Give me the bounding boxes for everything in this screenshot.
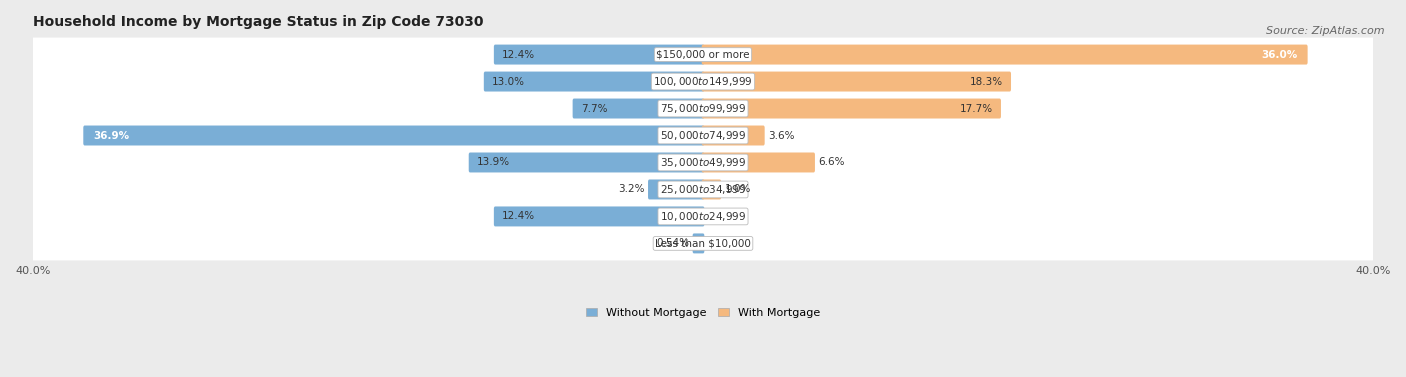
Text: 7.7%: 7.7% bbox=[581, 104, 607, 113]
Text: 18.3%: 18.3% bbox=[970, 77, 1002, 87]
FancyBboxPatch shape bbox=[30, 146, 1376, 179]
Text: $100,000 to $149,999: $100,000 to $149,999 bbox=[654, 75, 752, 88]
Text: 0.54%: 0.54% bbox=[657, 238, 689, 248]
Text: 1.0%: 1.0% bbox=[724, 184, 751, 195]
FancyBboxPatch shape bbox=[702, 98, 1001, 118]
FancyBboxPatch shape bbox=[30, 38, 1376, 72]
Text: $35,000 to $49,999: $35,000 to $49,999 bbox=[659, 156, 747, 169]
Text: $150,000 or more: $150,000 or more bbox=[657, 49, 749, 60]
FancyBboxPatch shape bbox=[30, 92, 1376, 126]
FancyBboxPatch shape bbox=[30, 118, 1376, 153]
FancyBboxPatch shape bbox=[572, 98, 704, 118]
FancyBboxPatch shape bbox=[693, 233, 704, 253]
FancyBboxPatch shape bbox=[702, 153, 815, 172]
FancyBboxPatch shape bbox=[468, 153, 704, 172]
Text: 36.0%: 36.0% bbox=[1261, 49, 1298, 60]
FancyBboxPatch shape bbox=[702, 126, 765, 146]
Text: 3.2%: 3.2% bbox=[617, 184, 644, 195]
FancyBboxPatch shape bbox=[702, 72, 1011, 92]
Text: Household Income by Mortgage Status in Zip Code 73030: Household Income by Mortgage Status in Z… bbox=[32, 15, 484, 29]
Text: $25,000 to $34,999: $25,000 to $34,999 bbox=[659, 183, 747, 196]
FancyBboxPatch shape bbox=[648, 179, 704, 199]
FancyBboxPatch shape bbox=[484, 72, 704, 92]
FancyBboxPatch shape bbox=[702, 44, 1308, 64]
FancyBboxPatch shape bbox=[30, 64, 1376, 98]
Text: 17.7%: 17.7% bbox=[960, 104, 993, 113]
FancyBboxPatch shape bbox=[494, 44, 704, 64]
Text: 13.9%: 13.9% bbox=[477, 158, 510, 167]
FancyBboxPatch shape bbox=[702, 179, 721, 199]
FancyBboxPatch shape bbox=[83, 126, 704, 146]
FancyBboxPatch shape bbox=[30, 227, 1376, 261]
Text: 3.6%: 3.6% bbox=[768, 130, 794, 141]
Text: Source: ZipAtlas.com: Source: ZipAtlas.com bbox=[1267, 26, 1385, 37]
Text: $10,000 to $24,999: $10,000 to $24,999 bbox=[659, 210, 747, 223]
Text: 13.0%: 13.0% bbox=[492, 77, 524, 87]
FancyBboxPatch shape bbox=[494, 207, 704, 227]
Text: 12.4%: 12.4% bbox=[502, 211, 536, 221]
FancyBboxPatch shape bbox=[30, 172, 1376, 207]
Text: 12.4%: 12.4% bbox=[502, 49, 536, 60]
Text: $50,000 to $74,999: $50,000 to $74,999 bbox=[659, 129, 747, 142]
Text: $75,000 to $99,999: $75,000 to $99,999 bbox=[659, 102, 747, 115]
Text: Less than $10,000: Less than $10,000 bbox=[655, 238, 751, 248]
FancyBboxPatch shape bbox=[30, 199, 1376, 233]
Legend: Without Mortgage, With Mortgage: Without Mortgage, With Mortgage bbox=[582, 303, 824, 322]
Text: 36.9%: 36.9% bbox=[93, 130, 129, 141]
Text: 6.6%: 6.6% bbox=[818, 158, 845, 167]
